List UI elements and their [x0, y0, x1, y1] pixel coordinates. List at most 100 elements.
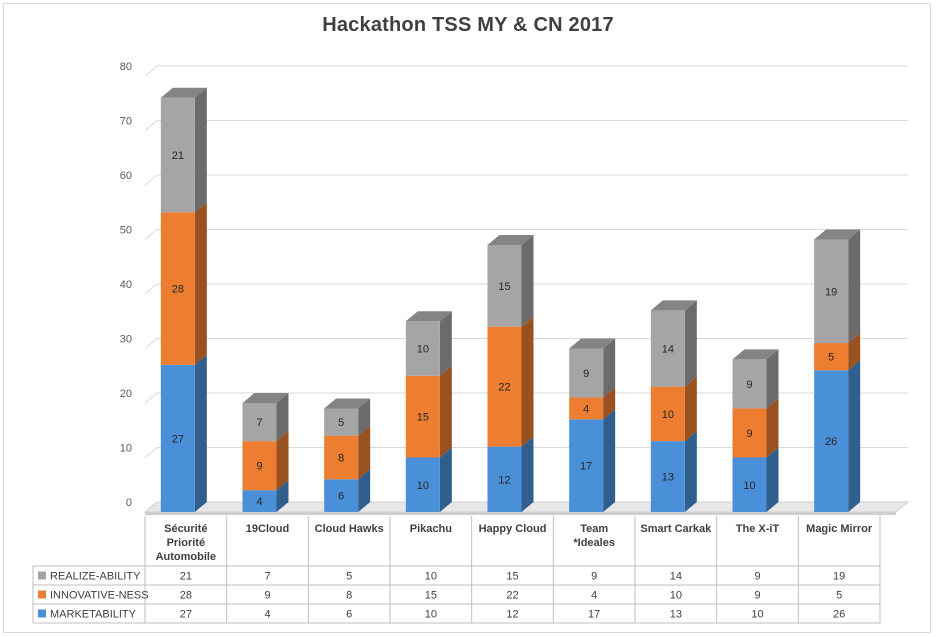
- data-label: 10: [743, 480, 755, 492]
- data-label: 28: [172, 284, 184, 296]
- table-cell: 6: [346, 609, 352, 621]
- bar-side: [358, 469, 371, 512]
- y-axis: 0 10 20 30 40 50 60 70 80: [120, 61, 132, 509]
- bar-segment-innovative-ness: 9: [242, 431, 289, 491]
- bar: [242, 490, 277, 512]
- bar-side: [194, 202, 207, 365]
- data-table: Sécurité Priorité Automobile 19Cloud Cloud H…: [32, 516, 881, 624]
- data-label: 9: [746, 379, 752, 391]
- bar-segment-innovative-ness: 8: [324, 425, 371, 480]
- table-cell: 21: [180, 571, 192, 583]
- category-label-line: Team: [580, 523, 608, 535]
- bar: [160, 97, 195, 213]
- y-tick-label: 70: [120, 116, 132, 128]
- bar-segment-realize-ability: 7: [242, 393, 289, 442]
- chart-floor-edge: [145, 512, 896, 515]
- table-cell: 22: [506, 590, 518, 602]
- bar-segment-innovative-ness: 4: [569, 387, 616, 420]
- y-tick-label: 60: [120, 170, 132, 182]
- data-label: 5: [828, 352, 834, 364]
- data-label: 13: [662, 472, 674, 484]
- bar-side: [439, 447, 452, 512]
- gridline-wall-edge: [144, 338, 158, 349]
- data-label: 6: [338, 491, 344, 503]
- bar: [569, 348, 604, 398]
- bar-segment-realize-ability: 21: [160, 87, 207, 213]
- category-label-line: Priorité: [167, 537, 206, 549]
- gridline-wall-edge: [144, 174, 158, 186]
- bar-top: [242, 393, 289, 403]
- bar-side: [848, 333, 861, 371]
- bar: [242, 403, 277, 442]
- bar-side: [194, 354, 207, 512]
- bar-side: [439, 365, 452, 458]
- table-cell: 10: [425, 571, 437, 583]
- bar-segment-marketability: 6: [324, 469, 371, 512]
- category-label-line: Magic Mirror: [806, 523, 873, 535]
- table-cell: 5: [836, 590, 842, 602]
- bar-segment-marketability: 26: [814, 360, 861, 512]
- table-cell: 5: [346, 571, 352, 583]
- table-cell: 9: [264, 590, 270, 602]
- bar-top: [324, 398, 371, 409]
- data-label: 26: [825, 436, 837, 448]
- category-label: 19Cloud: [246, 523, 289, 535]
- data-label: 8: [338, 453, 344, 465]
- bar-side: [766, 349, 779, 409]
- legend-label: INNOVATIVE-NESS: [50, 590, 149, 602]
- bar-side: [521, 316, 534, 447]
- table-cell: 9: [754, 590, 760, 602]
- gridline-wall-edge: [144, 283, 158, 295]
- chart-title: Hackathon TSS MY & CN 2017: [322, 14, 614, 36]
- bar-segment-realize-ability: 14: [650, 300, 697, 387]
- data-label: 4: [583, 403, 589, 415]
- data-label: 9: [583, 368, 589, 380]
- data-label: 4: [256, 496, 262, 508]
- bar: [405, 321, 440, 376]
- table-cell: 12: [506, 609, 518, 621]
- bar-top: [487, 234, 534, 245]
- table-cell: 17: [588, 609, 600, 621]
- table-cell: 27: [180, 609, 192, 621]
- bar: [814, 343, 849, 371]
- data-label: 27: [172, 433, 184, 445]
- bar: [814, 370, 849, 512]
- data-label: 14: [662, 344, 674, 356]
- data-label: 10: [662, 409, 674, 421]
- category-label-line: Automobile: [156, 551, 217, 563]
- bar: [405, 375, 440, 458]
- table-cell: 14: [670, 571, 682, 583]
- table-cell: 9: [754, 571, 760, 583]
- bar-side: [276, 431, 289, 491]
- y-tick-label: 10: [120, 443, 132, 455]
- chart-frame: [3, 3, 931, 633]
- table-cell: 19: [833, 571, 845, 583]
- bar: [650, 441, 685, 512]
- bar: [732, 457, 767, 512]
- legend-label: MARKETABILITY: [50, 609, 137, 621]
- bar: [487, 326, 522, 447]
- y-tick-label: 80: [120, 61, 132, 73]
- legend-key: [38, 571, 46, 580]
- gridline-wall-edge: [144, 229, 158, 240]
- table-cell: 4: [591, 590, 597, 602]
- bar-top: [160, 87, 207, 98]
- bar-side: [848, 229, 861, 344]
- bar: [160, 212, 195, 365]
- bar: [650, 310, 685, 387]
- bar-segment-realize-ability: 9: [569, 338, 616, 398]
- bar-segment-innovative-ness: 28: [160, 202, 207, 365]
- bar-segment-marketability: 17: [569, 409, 616, 512]
- bar-top: [732, 349, 779, 360]
- table-cell: 10: [670, 590, 682, 602]
- bar-segment-realize-ability: 15: [487, 234, 534, 327]
- bar-side: [358, 425, 371, 480]
- category-label: Sécurité Priorité Automobile: [156, 523, 217, 563]
- table-cell: 10: [425, 609, 437, 621]
- bar-side: [684, 431, 697, 512]
- category-label: The X-iT: [736, 523, 780, 535]
- legend-key: [38, 609, 46, 618]
- table-cell: 9: [591, 571, 597, 583]
- category-label-line: Pikachu: [410, 523, 452, 535]
- legend-key: [38, 590, 46, 599]
